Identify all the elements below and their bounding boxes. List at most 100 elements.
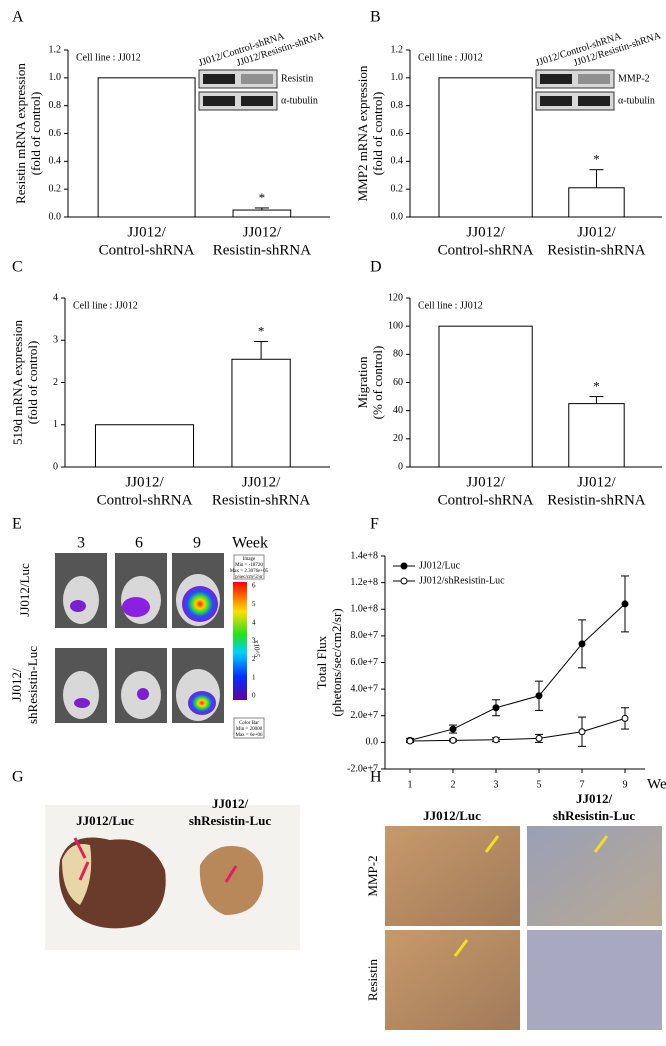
y-tick-label: 8.0e+7 [350,630,378,641]
band-label: α-tubulin [618,95,655,106]
bar [568,187,625,218]
x-tick-label: Control-shRNA [99,242,195,258]
week-label: 9 [193,535,201,552]
image-info: Min = -18720 [235,563,263,568]
blot-band [578,96,610,106]
y-tick-label: 0.0 [391,211,404,222]
y-tick-label: 0.4 [391,156,404,167]
annotation: Cell line : JJ012 [418,52,483,63]
y-axis-label: 519d mRNA expression [10,320,25,445]
y-tick-label: 80 [393,349,403,360]
column-label: JJ012/Luc [423,808,481,823]
y-tick-label: 0.6 [391,128,404,139]
y-tick-label: 1.0 [391,72,404,83]
bar [231,358,291,468]
column-label: JJ012/ [576,791,613,806]
colorbar-tick: 4 [252,618,256,626]
colorbar-tick: 0 [252,692,256,700]
y-tick-label: 0.2 [391,183,404,194]
x-tick-label: Resistin-shRNA [213,242,312,258]
y-tick-label: 2 [53,377,58,388]
legend-marker [400,577,408,585]
y-tick-label: 120 [388,292,403,303]
y-tick-label: 60 [393,377,403,388]
y-tick-label: 1.0e+8 [350,604,378,615]
blot-band [203,96,235,106]
panel-label: E [12,516,22,533]
significance: * [259,190,266,205]
bar [568,403,625,468]
tumor-photo [45,805,300,950]
y-tick-label: 1.2 [391,44,404,55]
blot-band [203,74,235,84]
point [621,714,629,722]
x-tick-label: 7 [580,779,585,790]
image-info: p/sec/cm^2/sr [235,575,263,580]
x-tick-label: 5 [537,779,542,790]
band-label: MMP-2 [618,73,650,84]
significance: * [593,379,600,394]
y-tick-label: 0 [398,461,403,472]
point [535,734,543,742]
y-axis-label: (fold of control) [25,341,40,425]
annotation: Cell line : JJ012 [76,52,141,63]
x-tick-label: 9 [623,779,628,790]
y-tick-label: 3 [53,335,58,346]
x-tick-label: JJ012/ [127,224,166,240]
image-info: Max = 2.3076e+05 [230,569,269,574]
x-tick-label: Control-shRNA [438,492,534,508]
point [492,736,500,744]
bar [94,424,195,468]
x-tick-label: JJ012/ [577,474,616,490]
series-line [409,603,626,741]
row-label: Resistin [365,959,380,1001]
legend-label: JJ012/shResistin-Luc [419,575,505,586]
y-tick-label: 1.4e+8 [350,550,378,561]
row-label: shResistin-Luc [25,646,40,724]
y-axis-label: Migration [355,356,370,408]
y-tick-label: 0.0 [366,737,379,748]
x-axis-label: Week [647,776,666,792]
point [578,728,586,736]
colorbar-info: Max = 6e+06 [235,733,263,738]
sample-label: JJ012/Luc [76,813,134,828]
sample-label: shResistin-Luc [189,813,272,828]
panel-label: F [370,516,379,533]
week-title: Week [232,535,268,552]
point [492,704,500,712]
x-tick-label: JJ012/ [243,224,282,240]
band-label: Resistin [281,73,313,84]
annotation: Cell line : JJ012 [418,300,483,311]
x-tick-label: Resistin-shRNA [212,492,311,508]
y-tick-label: 20 [393,433,403,444]
x-tick-label: Resistin-shRNA [547,492,646,508]
y-tick-label: 0.2 [49,183,62,194]
colorbar-tick: 1 [252,673,256,681]
legend-marker [400,562,408,570]
y-tick-label: 1.2e+8 [350,577,378,588]
band-label: α-tubulin [281,95,318,106]
colorbar-tick: 6 [252,582,256,590]
y-tick-label: 1.2 [49,44,62,55]
panel-label: A [12,9,24,26]
x-tick-label: JJ012/ [577,224,616,240]
series-line [409,717,626,742]
y-tick-label: 0 [53,461,58,472]
colorbar-info: Color Bar [239,721,259,726]
blot-band [540,96,572,106]
point [406,737,414,745]
row-label: JJ012/Luc [17,563,32,617]
y-axis-label: Resistin mRNA expression [13,63,28,204]
y-tick-label: 0.8 [49,100,62,111]
x-tick-label: 1 [408,779,413,790]
panel-label: H [370,769,382,786]
y-tick-label: 1.0 [49,72,62,83]
point [535,692,543,700]
y-tick-label: 0.4 [49,156,62,167]
blot-band [540,74,572,84]
colorbar-tick: 5 [252,600,256,608]
week-label: 6 [135,535,143,552]
point [449,736,457,744]
blot-band [241,74,273,84]
